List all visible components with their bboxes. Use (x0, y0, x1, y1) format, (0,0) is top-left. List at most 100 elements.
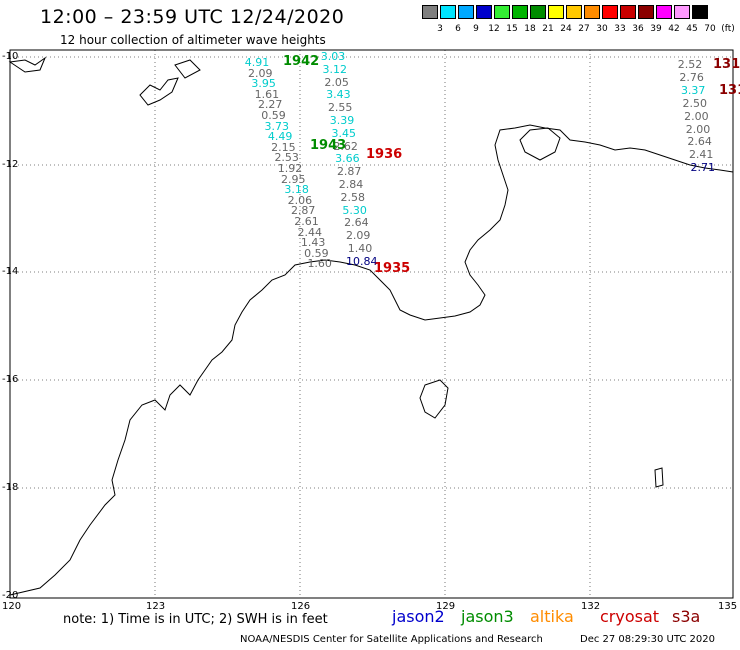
scale-label: 6 (455, 24, 461, 34)
map-grid (10, 50, 733, 598)
pass-label: 1935 (374, 261, 411, 276)
wave-height-value: 2.84 (338, 178, 364, 191)
wave-height-value: 2.64 (687, 135, 712, 149)
page-title: 12:00 – 23:59 UTC 12/24/2020 (40, 6, 345, 28)
scale-label: 27 (578, 24, 590, 34)
wave-height-value: 3.73 (264, 119, 290, 133)
wave-height-value: 3.66 (335, 152, 360, 166)
wave-height-value: 5.30 (342, 203, 367, 217)
scale-swatch (674, 5, 690, 19)
wave-height-value: 2.62 (333, 139, 358, 153)
scale-swatch (602, 5, 618, 19)
scale-label: 24 (560, 24, 572, 34)
wave-height-value: 2.50 (682, 96, 708, 110)
wave-height-value: 2.09 (345, 229, 371, 243)
legend-cryosat: cryosat (600, 607, 660, 626)
legend-s3a: s3a (672, 607, 701, 626)
wave-height-value: 3.45 (331, 126, 357, 140)
wave-height-value: 1.43 (300, 236, 326, 250)
map-frame (9, 49, 734, 599)
scale-label: 12 (488, 24, 500, 34)
scale-swatch (476, 5, 492, 19)
scale-label: (ft) (721, 24, 735, 34)
lat-label: -10 (2, 51, 19, 62)
scale-label: 30 (596, 24, 608, 34)
scale-swatch (638, 5, 654, 19)
wave-height-value: 2.76 (679, 70, 704, 84)
wave-height-value: 3.43 (326, 88, 351, 102)
scale-swatch (458, 5, 474, 19)
scale-swatch (512, 5, 528, 19)
wave-height-value: 2.53 (274, 151, 299, 165)
wave-height-value: 1.60 (307, 257, 332, 271)
wave-height-value: 1.40 (347, 242, 373, 255)
wave-height-value: 2.27 (257, 98, 283, 112)
page-subtitle: 12 hour collection of altimeter wave hei… (60, 33, 326, 47)
wave-height-value: 2.87 (336, 165, 362, 179)
scale-label: 45 (686, 24, 698, 34)
color-scale: 3 6 9 12 15 18 21 24 27 30 33 36 39 42 45 70 (ft) (422, 5, 740, 45)
scale-swatch (548, 5, 564, 19)
lon-label: 120 (2, 601, 22, 612)
wave-height-value: 2.61 (294, 215, 319, 228)
wave-height-value: 2.09 (248, 66, 273, 80)
lat-label: -12 (2, 159, 19, 170)
lon-label: 129 (436, 601, 456, 612)
lon-label: 123 (146, 601, 166, 612)
lat-label: -16 (2, 374, 19, 385)
scale-label: 15 (506, 24, 518, 34)
pass-label: 1936 (366, 147, 403, 162)
wave-height-value: 0.59 (261, 109, 286, 122)
wave-height-value: 2.41 (688, 148, 714, 162)
wave-height-value: 2.58 (340, 190, 366, 204)
credit-line: NOAA/NESDIS Center for Satellite Applica… (240, 634, 543, 645)
scale-swatch (422, 5, 438, 19)
wave-height-value: 2.05 (324, 75, 349, 89)
wave-height-value: 10.84 (346, 254, 378, 268)
pass-label: 1942 (283, 54, 320, 69)
wave-height-value: 2.44 (297, 225, 323, 239)
lat-label: -14 (2, 266, 19, 277)
scale-swatch (620, 5, 636, 19)
pass-label: 131 (719, 83, 740, 98)
lon-label: 132 (581, 601, 601, 612)
wave-height-value: 4.49 (267, 130, 293, 144)
wave-height-value: 3.03 (320, 50, 346, 63)
scale-label: 42 (668, 24, 680, 34)
lon-label: 126 (291, 601, 311, 612)
scale-swatch (566, 5, 582, 19)
scale-label: 18 (524, 24, 536, 34)
wave-height-value: 2.87 (290, 204, 316, 218)
wave-height-value: 2.64 (344, 216, 369, 230)
scale-swatch (440, 5, 456, 19)
scale-label: 3 (437, 24, 443, 34)
wave-height-value: 2.00 (684, 109, 709, 123)
timestamp: Dec 27 08:29:30 UTC 2020 (580, 634, 715, 645)
footer-note: note: 1) Time is in UTC; 2) SWH is in fe… (63, 612, 328, 627)
scale-label: 33 (614, 24, 626, 34)
legend-altika: altika (530, 607, 574, 626)
scale-label: 39 (650, 24, 662, 34)
wave-height-value: 3.18 (284, 183, 309, 197)
scale-swatch (584, 5, 600, 19)
pass-label: 131 (713, 57, 740, 72)
wave-height-value: 3.39 (329, 114, 355, 127)
lat-label: -20 (2, 590, 19, 601)
wave-height-value: 4.91 (244, 56, 270, 69)
wave-height-value: 2.06 (287, 193, 313, 207)
scale-label: 70 (704, 24, 716, 34)
wave-height-value: 3.12 (322, 62, 348, 76)
legend-jason3: jason3 (461, 607, 514, 626)
scale-swatch (494, 5, 510, 19)
lon-label: 135 (718, 601, 738, 612)
pass-label: 1943 (310, 138, 347, 153)
wave-height-value: 2.00 (685, 122, 711, 136)
scale-label: 36 (632, 24, 644, 34)
coastline (8, 56, 734, 596)
wave-height-value: 2.95 (281, 172, 306, 186)
wave-height-value: 2.71 (690, 161, 716, 175)
scale-label: 9 (473, 24, 479, 34)
lat-label: -18 (2, 482, 19, 493)
wave-height-value: 2.55 (327, 101, 353, 115)
